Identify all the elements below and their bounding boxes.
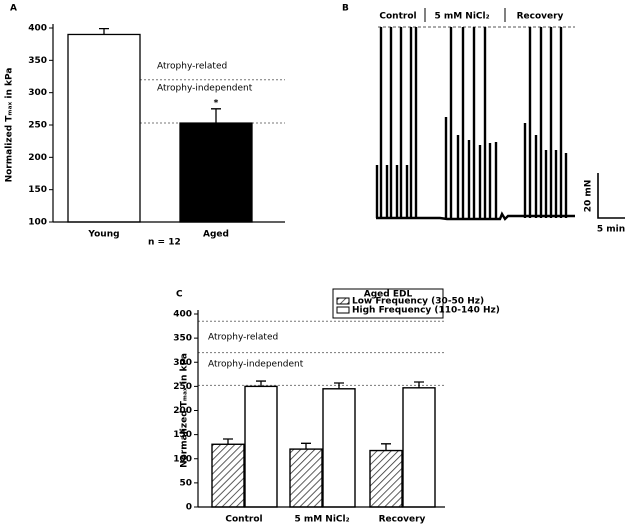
bar	[67, 33, 141, 223]
error-bar	[211, 108, 221, 124]
x-tick-label: Control	[225, 515, 262, 525]
y-tick-label: 350	[173, 334, 192, 344]
annotation: Atrophy-related	[208, 333, 278, 343]
annotation: n = 12	[148, 238, 181, 248]
annotation: Atrophy-independent	[157, 84, 253, 94]
y-tick-label: 200	[173, 406, 192, 416]
panel-label: C	[176, 290, 183, 300]
scale-label: 5 min	[597, 225, 625, 235]
y-tick-label: 300	[28, 88, 47, 98]
bar	[289, 448, 323, 508]
y-axis-label: Normalized Tₘₐₓ in kPa	[180, 353, 190, 468]
error-bar	[301, 442, 311, 450]
y-tick-label: 250	[173, 382, 192, 392]
error-bar	[334, 382, 344, 389]
x-tick-label: Young	[87, 230, 119, 240]
annotation: *	[214, 98, 219, 108]
bar	[244, 385, 278, 508]
panel-label: A	[10, 4, 17, 14]
x-tick-label: Aged	[203, 230, 229, 240]
x-tick-label: 5 mM NiCl₂	[294, 515, 349, 525]
segment-label: 5 mM NiCl₂	[434, 12, 489, 22]
bar	[179, 122, 253, 223]
error-bar	[414, 381, 424, 388]
error-bar	[256, 380, 266, 387]
panel-label: B	[342, 4, 349, 14]
y-tick-label: 250	[28, 121, 47, 131]
bar	[402, 387, 436, 508]
annotation: Atrophy-related	[157, 62, 227, 72]
segment-label: Control	[379, 12, 416, 22]
x-tick-label: Recovery	[379, 515, 426, 525]
scale-label: 20 mN	[584, 180, 594, 213]
scale-bar	[597, 173, 625, 219]
y-tick-label: 100	[28, 218, 47, 228]
y-tick-label: 400	[28, 24, 47, 34]
segment-label: Recovery	[517, 12, 564, 22]
y-axis-label: Normalized Tₘₐₓ in kPa	[5, 68, 15, 183]
annotation: Atrophy-independent	[208, 360, 304, 370]
y-tick-label: 200	[28, 153, 47, 163]
y-tick-label: 100	[173, 454, 192, 464]
y-tick-label: 300	[173, 358, 192, 368]
legend-title: Aged EDL	[364, 290, 413, 300]
legend-entry: Low Frequency (30-50 Hz)	[352, 297, 484, 307]
bar	[211, 443, 245, 508]
legend-swatch	[336, 306, 350, 314]
error-bar	[99, 27, 109, 35]
y-tick-label: 50	[179, 478, 192, 488]
error-bar	[223, 438, 233, 445]
y-tick-label: 0	[186, 503, 192, 513]
y-tick-label: 150	[173, 430, 192, 440]
legend-swatch	[336, 297, 350, 305]
bar	[322, 388, 356, 508]
error-bar	[381, 443, 391, 451]
y-tick-label: 150	[28, 185, 47, 195]
y-tick-label: 400	[173, 310, 192, 320]
bar	[369, 449, 403, 508]
force-trace	[375, 27, 575, 221]
legend-box	[332, 288, 444, 319]
y-tick-label: 350	[28, 56, 47, 66]
legend-entry: High Frequency (110-140 Hz)	[352, 306, 500, 316]
